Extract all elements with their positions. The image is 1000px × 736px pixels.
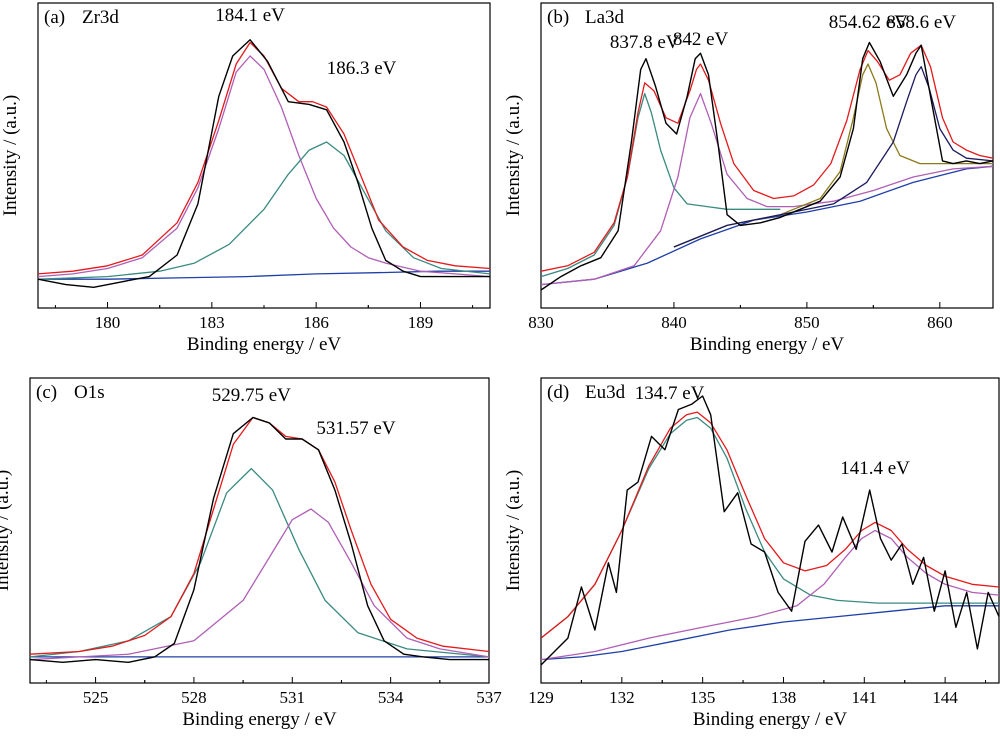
panel-0: 180 183 186 189 Binding energy / eV Intensity…	[0, 2, 491, 355]
x-tick-label: 144	[932, 688, 958, 707]
curves	[38, 39, 490, 288]
series-component-858.6eV	[673, 66, 993, 248]
peak-annotation: 529.75 eV	[212, 385, 291, 406]
x-tick-label: 840	[661, 313, 687, 332]
series-envelope	[541, 411, 999, 639]
plot-frame	[29, 377, 490, 684]
x-tick-label: 525	[83, 688, 109, 707]
x-tick-label: 189	[408, 313, 434, 332]
x-tick-label: 537	[476, 688, 502, 707]
peak-annotation: 854.62 eV	[829, 12, 908, 33]
chart-title: La3d	[585, 7, 625, 28]
x-tick-label: 186	[303, 313, 329, 332]
curves	[541, 395, 999, 666]
curves	[541, 41, 993, 291]
x-axis-label: Binding energy / eV	[182, 709, 337, 730]
y-axis-label: Intensity / (a.u.)	[0, 95, 21, 216]
series-component-837.8eV	[541, 92, 781, 278]
panel-1: 830 840 850 860 Binding energy / eV Intensity…	[503, 2, 994, 355]
series-envelope	[30, 416, 489, 655]
panel-label: (b)	[547, 7, 569, 28]
x-axis-label: Binding energy / eV	[690, 334, 845, 355]
series-background	[541, 605, 999, 661]
plot-frame	[540, 2, 994, 309]
series-measured	[30, 416, 489, 663]
x-tick-label: 528	[181, 688, 207, 707]
x-tick-label: 180	[95, 313, 121, 332]
peak-annotation: 184.1 eV	[215, 5, 285, 26]
series-component-531.57eV	[30, 508, 489, 661]
series-component-134.7eV	[541, 416, 999, 639]
y-axis-label: Intensity / (a.u.)	[0, 470, 13, 591]
x-tick-label: 534	[378, 688, 404, 707]
panel-2: 525 528 531 534 537 Binding energy / eV Intens…	[0, 377, 502, 730]
series-envelope	[38, 41, 490, 275]
peak-annotation: 858.6 eV	[886, 12, 956, 33]
x-tick-label: 830	[528, 313, 554, 332]
x-tick-label: 183	[199, 313, 225, 332]
peak-annotation: 141.4 eV	[840, 458, 910, 479]
x-tick-label: 141	[852, 688, 878, 707]
x-tick-label: 850	[794, 313, 820, 332]
series-component-184.1eV	[38, 55, 490, 278]
panel-3: 129 132 135 138 141 144 Binding energy / eV Int…	[503, 377, 1000, 730]
panel-label: (d)	[547, 382, 569, 403]
series-measured	[38, 39, 490, 288]
peak-annotation: 842 eV	[673, 29, 729, 50]
peak-annotation: 186.3 eV	[327, 58, 397, 79]
series-component-529.75eV	[30, 467, 489, 658]
x-axis-label: Binding energy / eV	[187, 334, 342, 355]
series-component-186.3eV	[38, 141, 490, 280]
series-component-842eV	[541, 92, 993, 286]
x-tick-label: 135	[690, 688, 716, 707]
x-tick-label: 132	[609, 688, 635, 707]
x-tick-label: 129	[528, 688, 554, 707]
chart-title: Zr3d	[82, 7, 119, 28]
curves	[30, 416, 489, 663]
x-tick-label: 860	[927, 313, 953, 332]
x-tick-label: 531	[280, 688, 306, 707]
series-background	[541, 165, 993, 286]
chart-title: Eu3d	[585, 382, 626, 403]
peak-annotation: 134.7 eV	[635, 383, 705, 404]
panel-label: (a)	[44, 7, 65, 28]
series-background	[38, 270, 490, 280]
plot-frame	[540, 377, 1000, 684]
series-measured	[541, 395, 999, 666]
series-envelope	[541, 44, 993, 272]
peak-annotation: 531.57 eV	[316, 418, 395, 439]
peak-annotation: 837.8 eV	[610, 32, 680, 53]
series-measured	[541, 41, 993, 291]
panel-label: (c)	[36, 382, 57, 403]
x-axis-label: Binding energy / eV	[693, 709, 848, 730]
series-component-141.4eV	[541, 529, 999, 661]
chart-title: O1s	[74, 382, 105, 403]
x-tick-label: 138	[771, 688, 797, 707]
series-component-854.62eV	[673, 63, 993, 248]
y-axis-label: Intensity / (a.u.)	[503, 470, 524, 591]
y-axis-label: Intensity / (a.u.)	[503, 95, 524, 216]
plot-frame	[37, 2, 491, 309]
